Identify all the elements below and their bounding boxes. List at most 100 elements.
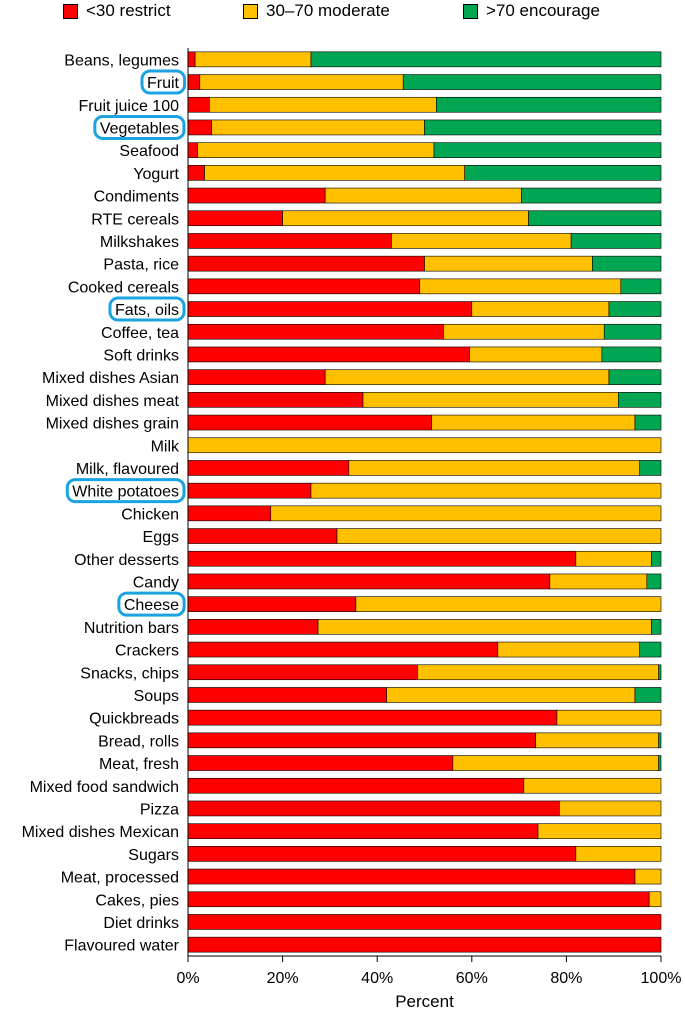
bar-moderate-beans-legumes	[194, 51, 312, 68]
bar-encourage-bread-rolls	[658, 732, 662, 749]
bar-restrict-rte-cereals	[187, 210, 283, 227]
category-label: Milkshakes	[100, 234, 179, 251]
category-label: Cooked cereals	[68, 279, 179, 296]
bar-moderate-nutrition-bars	[317, 619, 652, 635]
bar-restrict-meat-fresh	[187, 755, 454, 771]
category-label: White potatoes	[72, 484, 179, 501]
category-label: Bread, rolls	[98, 733, 179, 750]
bar-restrict-flavoured-water	[187, 936, 662, 953]
category-label: Flavoured water	[64, 938, 179, 955]
category-label: Other desserts	[74, 552, 179, 569]
bar-restrict-yogurt	[187, 165, 205, 181]
legend-swatch-moderate	[243, 3, 258, 19]
category-label: Milk	[151, 438, 180, 455]
bar-moderate-meat-fresh	[452, 755, 659, 771]
bar-moderate-eggs	[336, 528, 662, 544]
bar-restrict-cooked-cereals	[187, 278, 421, 295]
category-label: Eggs	[143, 529, 179, 546]
x-tick-label: 0%	[176, 970, 199, 987]
bar-moderate-yogurt	[204, 165, 466, 181]
category-label: Meat, fresh	[99, 756, 179, 773]
legend-swatch-encourage	[463, 3, 478, 19]
bar-restrict-cakes-pies	[187, 891, 650, 908]
legend: <30 restrict 30–70 moderate >70 encourag…	[0, 0, 685, 24]
bar-moderate-cheese	[355, 596, 662, 612]
bar-moderate-milkshakes	[391, 233, 572, 249]
bar-encourage-beans-legumes	[310, 51, 662, 68]
category-label: Fruit juice 100	[79, 98, 180, 115]
bar-restrict-chicken	[187, 505, 272, 522]
bar-encourage-seafood	[433, 142, 662, 158]
bar-moderate-pasta-rice	[424, 255, 593, 272]
category-label: Chicken	[121, 506, 179, 523]
bar-encourage-milkshakes	[570, 233, 662, 249]
bar-restrict-beans-legumes	[187, 51, 196, 68]
category-label: Fruit	[147, 75, 180, 92]
category-label: Pasta, rice	[103, 257, 179, 274]
highlight-box	[117, 591, 186, 617]
bar-restrict-mixed-dishes-meat	[187, 392, 364, 408]
bar-restrict-crackers	[187, 641, 499, 658]
category-label: Sugars	[128, 847, 179, 864]
legend-label-moderate: 30–70 moderate	[266, 1, 390, 20]
bar-encourage-fruit-juice-100	[436, 96, 662, 113]
x-axis-title: Percent	[395, 992, 454, 1010]
bar-restrict-pizza	[187, 800, 560, 817]
highlight-box	[140, 69, 187, 95]
bar-restrict-pasta-rice	[187, 255, 425, 272]
category-label: Condiments	[94, 189, 179, 206]
bar-restrict-fruit-juice-100	[187, 96, 210, 113]
category-label: Mixed dishes meat	[46, 393, 180, 410]
bar-moderate-mixed-food-sandwich	[523, 777, 662, 794]
bar-encourage-vegetables	[424, 119, 662, 136]
bar-restrict-mixed-food-sandwich	[187, 777, 525, 794]
bar-moderate-quickbreads	[556, 709, 662, 726]
bar-moderate-fruit-juice-100	[208, 96, 437, 113]
category-label: Meat, processed	[61, 870, 179, 887]
bar-encourage-mixed-dishes-meat	[618, 392, 662, 408]
bar-moderate-cooked-cereals	[419, 278, 622, 295]
category-label: Candy	[133, 574, 179, 591]
bar-encourage-milk-flavoured	[639, 460, 662, 476]
bar-encourage-other-desserts	[651, 550, 662, 567]
category-label: RTE cereals	[91, 211, 179, 228]
x-tick-label: 40%	[361, 970, 393, 987]
category-label: Pizza	[140, 801, 179, 818]
bar-encourage-cooked-cereals	[620, 278, 662, 295]
bar-encourage-condiments	[521, 187, 662, 204]
bar-restrict-bread-rolls	[187, 732, 536, 749]
bar-encourage-yogurt	[464, 165, 662, 181]
bar-encourage-fruit	[402, 74, 662, 90]
category-label: Soft drinks	[103, 347, 179, 364]
bar-restrict-diet-drinks	[187, 914, 662, 930]
bar-moderate-snacks-chips	[417, 664, 659, 681]
bar-moderate-chicken	[270, 505, 662, 522]
category-label: Mixed food sandwich	[30, 779, 179, 796]
category-label: Coffee, tea	[101, 325, 179, 342]
category-label: Milk, flavoured	[76, 461, 179, 478]
bar-moderate-white-potatoes	[310, 482, 662, 499]
category-label: Vegetables	[100, 120, 179, 137]
bar-restrict-fats-oils	[187, 301, 473, 317]
bar-restrict-mixed-dishes-mexican	[187, 823, 539, 839]
bar-moderate-pizza	[559, 800, 662, 817]
category-label: Beans, legumes	[64, 52, 179, 69]
bar-moderate-fruit	[199, 74, 404, 90]
legend-swatch-restrict	[63, 3, 78, 19]
bar-moderate-vegetables	[211, 119, 425, 136]
bar-restrict-white-potatoes	[187, 482, 312, 499]
bar-moderate-candy	[549, 573, 648, 590]
bar-moderate-meat-processed	[634, 868, 662, 885]
category-label: Mixed dishes grain	[46, 416, 179, 433]
bar-restrict-fruit	[187, 74, 201, 90]
bar-encourage-rte-cereals	[528, 210, 662, 227]
bar-encourage-crackers	[639, 641, 662, 658]
bar-moderate-mixed-dishes-asian	[324, 369, 610, 385]
bar-restrict-soft-drinks	[187, 346, 470, 363]
bar-moderate-soft-drinks	[469, 346, 603, 363]
bar-encourage-fats-oils	[608, 301, 662, 317]
category-label: Snacks, chips	[80, 665, 179, 682]
bar-moderate-mixed-dishes-grain	[431, 414, 636, 431]
category-label: Nutrition bars	[84, 620, 179, 637]
